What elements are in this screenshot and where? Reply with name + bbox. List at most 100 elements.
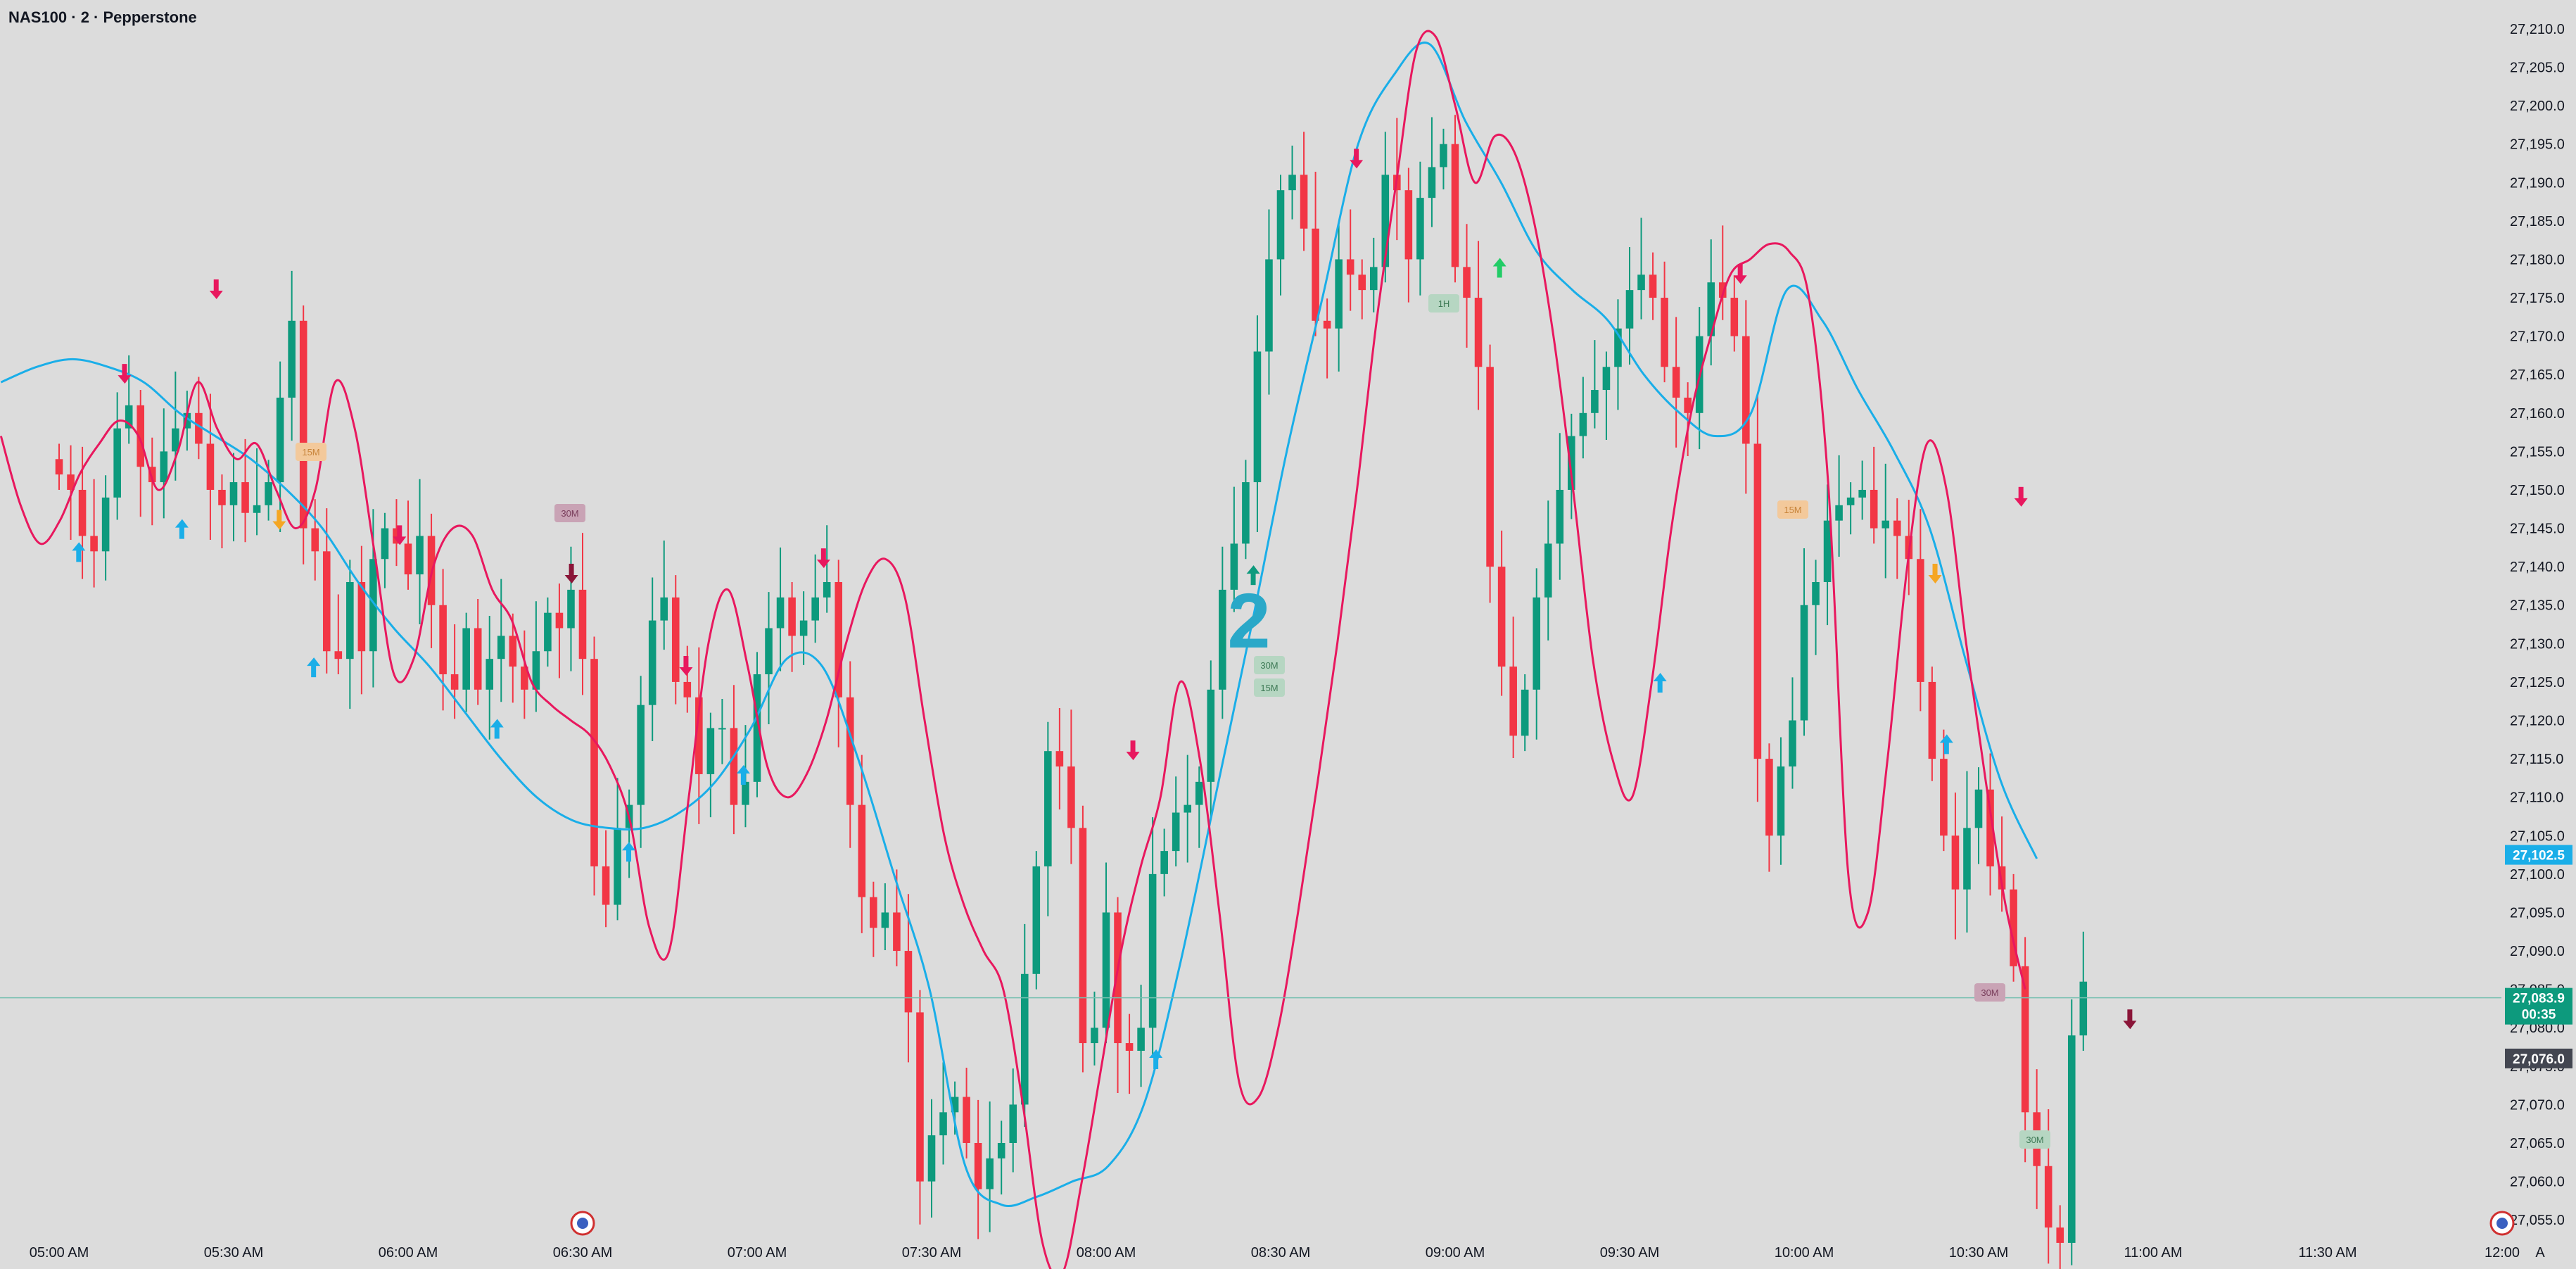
x-tick-label: 05:30 AM: [204, 1245, 264, 1261]
arrow-down-icon: [679, 656, 693, 676]
candle-body: [381, 528, 389, 560]
svg-text:30M: 30M: [1981, 987, 1998, 998]
candle-body: [2044, 1166, 2052, 1228]
candle-body: [1428, 167, 1436, 198]
slow-moving-line: [0, 42, 2038, 1207]
arrow-down-icon: [272, 510, 286, 530]
candle-body: [1312, 228, 1319, 321]
candle-body: [1207, 689, 1215, 782]
candle-body: [997, 1142, 1005, 1158]
candle-body: [1928, 681, 1936, 759]
candle-body: [590, 659, 598, 866]
candle-body: [1230, 543, 1238, 590]
candle-body: [276, 397, 284, 483]
candle-body: [1265, 259, 1273, 352]
candle-body: [1497, 567, 1506, 667]
svg-text:30M: 30M: [561, 508, 578, 519]
candle-body: [671, 597, 680, 682]
candle-body: [870, 897, 877, 928]
candle-body: [462, 628, 470, 690]
x-tick-label: 06:30 AM: [553, 1245, 613, 1261]
arrow-down-icon: [1126, 740, 1140, 761]
timeframe-tag: 30M: [2019, 1130, 2050, 1149]
candle-body: [1091, 1028, 1098, 1044]
candle-body: [1369, 267, 1378, 291]
candle-body: [904, 951, 913, 1013]
candle-body: [555, 612, 564, 629]
candle-body: [1637, 274, 1645, 291]
candle-body: [1276, 190, 1285, 260]
candle-body: [1323, 320, 1331, 329]
candle-body: [2079, 981, 2088, 1036]
candle-body: [206, 443, 215, 490]
arrow-down-icon: [393, 525, 407, 545]
candle-body: [1463, 267, 1471, 298]
candle-body: [916, 1012, 924, 1182]
candle-body: [1812, 581, 1820, 605]
candle-body: [788, 597, 796, 636]
candle-body: [1649, 274, 1657, 298]
y-tick-label: 27,190.0: [2510, 175, 2565, 191]
x-tick-label: 09:30 AM: [1600, 1245, 1660, 1261]
y-tick-label: 27,140.0: [2510, 560, 2565, 575]
candle-body: [125, 405, 133, 429]
arrow-up-icon: [1653, 673, 1667, 693]
candle-body: [474, 628, 482, 690]
candle-body: [1486, 367, 1494, 567]
y-tick-label: 27,160.0: [2510, 406, 2565, 422]
axis-corner-label: A: [2535, 1245, 2545, 1261]
candle-body: [1137, 1028, 1145, 1051]
candle-body: [1335, 259, 1343, 329]
y-tick-label: 27,195.0: [2510, 137, 2565, 153]
event-flag-icon: [2489, 1211, 2515, 1236]
candle-body: [1358, 274, 1366, 291]
candle-body: [1614, 328, 1622, 367]
candle-body: [846, 697, 854, 805]
indicator-value-tag: [2505, 845, 2572, 865]
candle-body: [172, 428, 179, 452]
candle-body: [1125, 1043, 1134, 1051]
candle-body: [753, 674, 761, 782]
candle-body: [2010, 889, 2017, 966]
candle-body: [1951, 835, 1960, 890]
candle-body: [706, 728, 715, 774]
last-price-tag: [2505, 987, 2572, 1025]
candle-body: [823, 581, 831, 598]
candle-body: [893, 912, 901, 952]
candle-body: [1684, 397, 1692, 413]
candle-body: [2021, 966, 2029, 1113]
candle-body: [439, 605, 447, 675]
arrow-up-icon: [175, 519, 189, 539]
arrow-down-icon: [2014, 486, 2028, 507]
candle-body: [1404, 190, 1413, 260]
candle-body: [1195, 781, 1203, 805]
candle-body: [1998, 866, 2006, 890]
candle-body: [1986, 789, 1994, 866]
candle-body: [963, 1097, 970, 1143]
candle-body: [648, 620, 656, 705]
candle-body: [1846, 497, 1855, 505]
arrow-up-icon: [490, 719, 504, 739]
y-tick-label: 27,145.0: [2510, 522, 2565, 537]
x-tick-label: 11:30 AM: [2298, 1245, 2356, 1261]
arrow-up-icon: [622, 842, 636, 862]
candle-body: [1009, 1104, 1017, 1143]
y-tick-label: 27,130.0: [2510, 636, 2565, 652]
candle-body: [1533, 597, 1541, 690]
candle-body: [986, 1158, 994, 1189]
candle-body: [1346, 259, 1354, 275]
svg-text:1H: 1H: [1438, 298, 1450, 309]
timeframe-tag: 15M: [1254, 678, 1285, 697]
arrow-up-icon: [72, 542, 86, 562]
candle-body: [253, 505, 261, 513]
candle-body: [544, 612, 552, 652]
candle-body: [416, 536, 424, 575]
arrow-up-icon: [736, 765, 750, 785]
svg-text:15M: 15M: [1260, 683, 1278, 693]
timeframe-tag: 1H: [1428, 294, 1459, 312]
symbol-title: NAS100 · 2 · Pepperstone: [8, 8, 197, 26]
candle-body: [1672, 367, 1680, 398]
candle-body: [1568, 436, 1575, 490]
y-tick-label: 27,100.0: [2510, 867, 2565, 883]
